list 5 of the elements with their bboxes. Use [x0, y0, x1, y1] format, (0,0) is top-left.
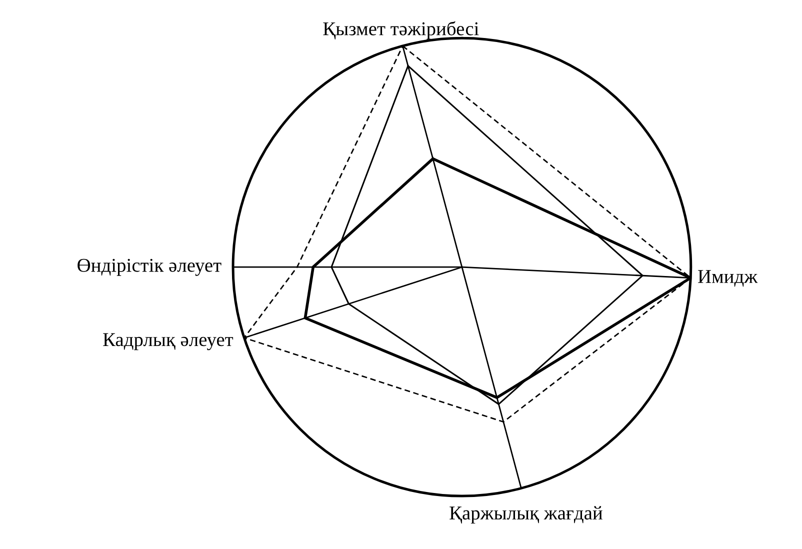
spoke-label: Өндірістік әлеует [78, 258, 222, 276]
spoke-label: Қызмет тәжірибесі [323, 21, 479, 40]
spoke-label: Қаржылық жағдай [450, 506, 602, 524]
spoke-label: Кадрлық әлеует [103, 333, 234, 350]
spoke-label: Имидж [698, 270, 758, 287]
